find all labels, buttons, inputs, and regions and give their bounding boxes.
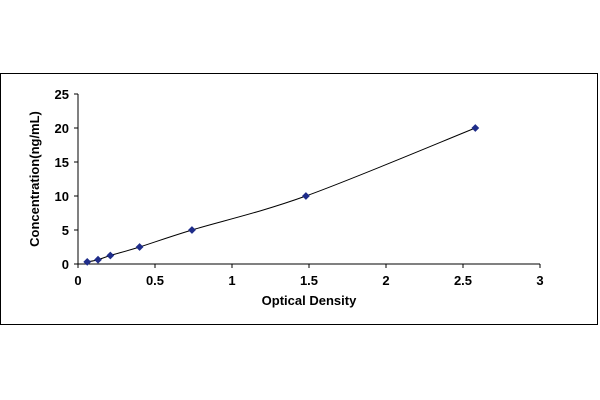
chart-frame: 0 0.5 1 1.5 2 2.5 3 0 5 10 15 20 25 Optical Density …	[0, 73, 598, 325]
y-axis-title: Concentration(ng/mL)	[27, 111, 42, 247]
data-point-marker	[94, 255, 102, 264]
x-tick-label: 2	[382, 273, 389, 288]
data-point-marker	[106, 251, 115, 260]
x-tick-label: 0.5	[146, 273, 164, 288]
x-axis-title: Optical Density	[262, 293, 357, 308]
x-tick-label: 2.5	[454, 273, 472, 288]
x-tick-label: 3	[536, 273, 543, 288]
x-tick-label: 0	[74, 273, 81, 288]
x-tick-label: 1.5	[300, 273, 318, 288]
y-tick-label: 10	[55, 189, 69, 204]
y-tick-label: 15	[55, 155, 69, 170]
x-tick-label: 1	[228, 273, 235, 288]
data-point-marker	[83, 257, 92, 266]
data-point-marker	[471, 124, 480, 132]
fit-curve	[87, 127, 476, 263]
y-tick-label: 25	[55, 87, 69, 102]
data-point-marker	[188, 226, 196, 234]
y-tick-label: 5	[62, 223, 69, 238]
y-tick-label: 20	[55, 121, 69, 136]
data-point-marker	[135, 243, 144, 251]
data-point-marker	[302, 192, 310, 200]
y-tick-label: 0	[62, 257, 69, 272]
